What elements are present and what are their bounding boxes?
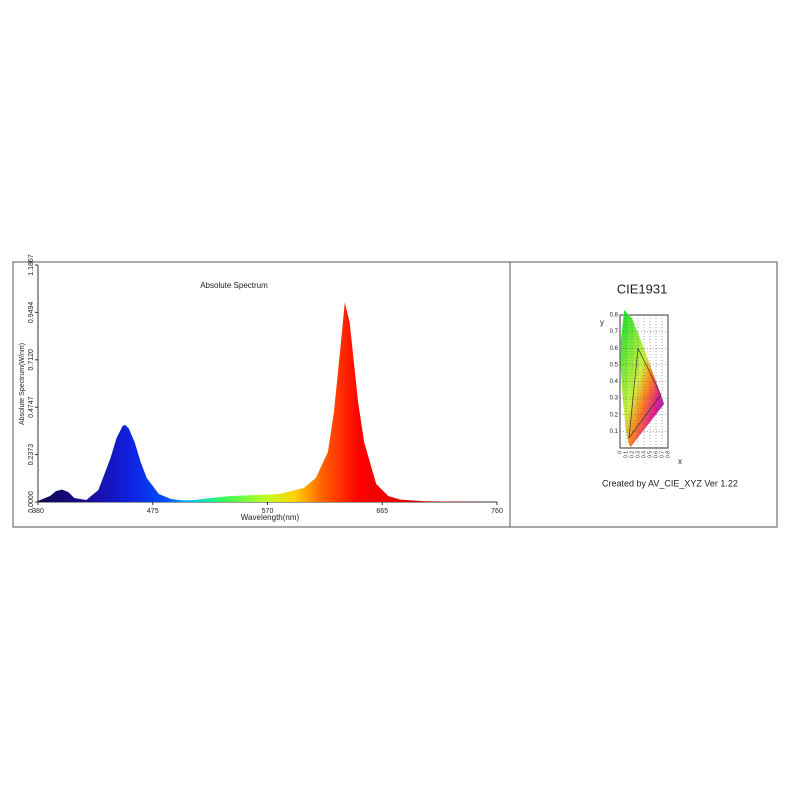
- y-tick-label: 0.7120: [28, 349, 35, 371]
- x-tick-label: 0: [617, 451, 623, 454]
- y-tick-label: 0.9494: [28, 302, 35, 324]
- y-tick-label: 0.6: [610, 346, 619, 352]
- frame: [12, 261, 778, 528]
- x-tick-label: 570: [262, 508, 274, 515]
- x-tick-label: 0.5: [647, 451, 653, 458]
- x-tick-label: 0.7: [659, 451, 665, 458]
- chart-title: CIE1931: [617, 281, 668, 296]
- y-tick-label: 0.0000: [28, 491, 35, 513]
- y-tick-label: 0.7: [610, 329, 619, 335]
- y-tick-label: 0.4747: [28, 396, 35, 418]
- x-tick-label: 665: [376, 508, 388, 515]
- x-tick-label: 0.4: [641, 451, 647, 458]
- x-tick-label: 475: [147, 508, 159, 515]
- y-tick-label: 0.8: [610, 313, 619, 319]
- y-tick-label: 1.1867: [28, 254, 35, 276]
- y-tick-label: 0.2: [610, 412, 619, 418]
- spectrum-area: [38, 302, 497, 502]
- x-axis-label: x: [678, 457, 682, 466]
- y-axis-label: y: [600, 318, 604, 327]
- y-axis-label: Absolute Spectrum(W/nm): [19, 343, 26, 425]
- y-tick-label: 0.2373: [28, 444, 35, 466]
- x-tick-label: 0.6: [653, 451, 659, 458]
- caption: Created by AV_CIE_XYZ Ver 1.22: [602, 478, 738, 488]
- x-tick-label: 380: [32, 508, 44, 515]
- x-tick-label: 0.1: [623, 451, 629, 458]
- y-tick-label: 0.1: [610, 429, 619, 435]
- gamut: [628, 346, 662, 440]
- x-tick-label: 0.2: [629, 451, 635, 458]
- x-tick-label: 0.8: [665, 451, 671, 458]
- x-tick-label: 760: [491, 508, 503, 515]
- x-axis-label: Wavelength(nm): [241, 513, 300, 522]
- chart-title: Absolute Spectrum: [200, 281, 268, 290]
- x-tick-label: 0.3: [635, 451, 641, 458]
- y-tick-label: 0.5: [610, 362, 619, 368]
- y-tick-label: 0.3: [610, 396, 619, 402]
- y-tick-label: 0.4: [610, 379, 619, 385]
